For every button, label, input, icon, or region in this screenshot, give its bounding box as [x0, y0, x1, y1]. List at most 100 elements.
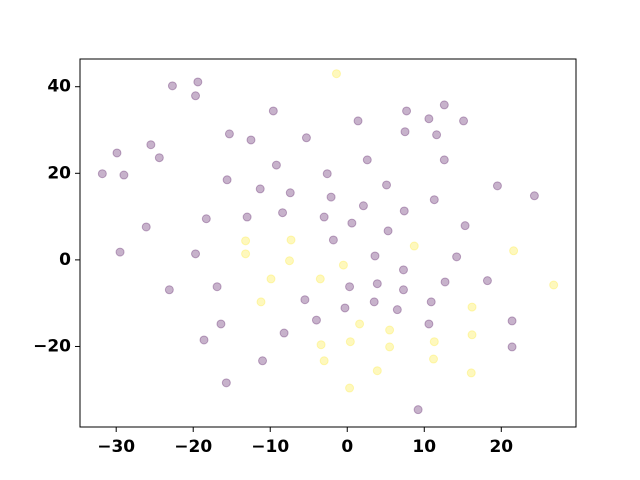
point [439, 155, 449, 165]
point [255, 184, 265, 194]
point [382, 180, 392, 190]
point [340, 303, 350, 313]
x-tick-label: −20 [174, 437, 212, 457]
point [191, 91, 201, 101]
point [279, 328, 289, 338]
point [345, 282, 355, 292]
point [413, 405, 423, 415]
point [115, 247, 125, 257]
point [112, 148, 122, 158]
point [319, 212, 329, 222]
point [319, 356, 329, 366]
point [345, 337, 355, 347]
point [353, 116, 363, 126]
point [216, 319, 226, 329]
point [199, 335, 209, 345]
point [429, 337, 439, 347]
point [529, 191, 539, 201]
point [549, 280, 559, 290]
point [222, 175, 232, 185]
y-tick-label: −20 [33, 336, 71, 356]
point [256, 297, 266, 307]
point [507, 342, 517, 352]
point [409, 241, 419, 251]
point [466, 368, 476, 378]
point [193, 77, 203, 87]
point [311, 315, 321, 325]
point [460, 221, 470, 231]
point [452, 252, 462, 262]
point [369, 297, 379, 307]
point [271, 160, 281, 170]
point [241, 249, 251, 259]
x-tick-label: 10 [412, 437, 436, 457]
point [492, 181, 502, 191]
point [440, 277, 450, 287]
point [97, 169, 107, 179]
y-tick-label: 40 [47, 77, 71, 97]
point [285, 188, 295, 198]
y-tick-label: 20 [47, 163, 71, 183]
point [439, 100, 449, 110]
point [372, 366, 382, 376]
point [398, 285, 408, 295]
point [284, 256, 294, 266]
point [424, 319, 434, 329]
x-tick-label: −10 [251, 437, 289, 457]
point [331, 69, 341, 79]
point [398, 265, 408, 275]
point [400, 127, 410, 137]
x-tick-label: −30 [97, 437, 135, 457]
point [224, 129, 234, 139]
point [426, 297, 436, 307]
point [482, 276, 492, 286]
point [328, 235, 338, 245]
point [315, 274, 325, 284]
point [355, 319, 365, 329]
point [322, 169, 332, 179]
point [141, 222, 151, 232]
point [201, 214, 211, 224]
point [258, 356, 268, 366]
point [221, 378, 231, 388]
point [212, 282, 222, 292]
point [286, 235, 296, 245]
point [326, 192, 336, 202]
x-tick-label: 0 [341, 437, 353, 457]
point [164, 285, 174, 295]
point [385, 325, 395, 335]
point [316, 340, 326, 350]
point [385, 342, 395, 352]
point [370, 251, 380, 261]
point [372, 279, 382, 289]
point [278, 208, 288, 218]
point [154, 153, 164, 163]
point [268, 106, 278, 116]
point [345, 383, 355, 393]
point [424, 114, 434, 124]
point [362, 155, 372, 165]
point [242, 212, 252, 222]
point [507, 316, 517, 326]
point [509, 246, 519, 256]
point [167, 81, 177, 91]
point [191, 249, 201, 259]
point [399, 206, 409, 216]
point [459, 116, 469, 126]
point [392, 305, 402, 315]
plot-frame [79, 58, 577, 428]
point [467, 330, 477, 340]
point [402, 106, 412, 116]
point [338, 260, 348, 270]
point [358, 201, 368, 211]
y-tick-label: 0 [59, 250, 71, 270]
point [241, 236, 251, 246]
point [300, 295, 310, 305]
point [429, 195, 439, 205]
point [383, 226, 393, 236]
point [301, 133, 311, 143]
point [246, 135, 256, 145]
point [429, 354, 439, 364]
point [467, 302, 477, 312]
